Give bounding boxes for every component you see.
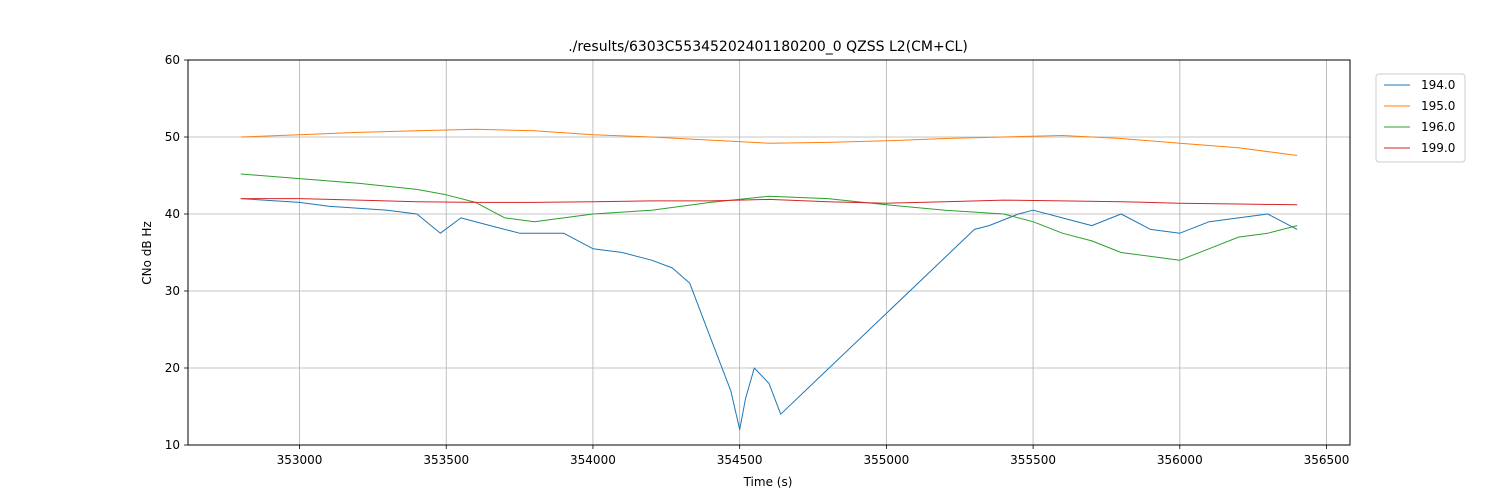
y-axis-label: CNo dB Hz [140, 221, 154, 285]
plot-area-frame [187, 59, 1351, 446]
chart-title: ./results/6303C55345202401180200_0 QZSS … [568, 39, 968, 55]
x-tick-label: 355000 [863, 453, 909, 467]
series-line-195-0 [240, 128, 1298, 156]
x-tick-label: 356000 [1157, 453, 1203, 467]
legend-box [1375, 73, 1466, 163]
series-line-194-0 [240, 198, 1298, 431]
y-tick-label: 10 [165, 438, 180, 452]
x-tick-label: 356500 [1304, 453, 1350, 467]
x-tick-label: 354000 [570, 453, 616, 467]
y-tick-label: 50 [165, 130, 180, 144]
legend-label: 196.0 [1421, 120, 1455, 134]
axis-ticks: 353000 353500 354000 354500 355000 355500 3560… [165, 53, 1350, 467]
series-line-199-0 [240, 198, 1298, 206]
x-axis-label: Time (s) [743, 475, 793, 489]
x-tick-label: 355500 [1010, 453, 1056, 467]
x-tick-label: 354500 [717, 453, 763, 467]
y-tick-label: 20 [165, 361, 180, 375]
x-tick-label: 353500 [423, 453, 469, 467]
y-tick-label: 60 [165, 53, 180, 67]
x-tick-label: 353000 [277, 453, 323, 467]
series-group [240, 128, 1298, 431]
legend-label: 199.0 [1421, 141, 1455, 155]
series-line-196-0 [240, 173, 1298, 261]
legend: 194.0 195.0 196.0 199.0 [1375, 73, 1466, 163]
legend-label: 195.0 [1421, 99, 1455, 113]
legend-label: 194.0 [1421, 78, 1455, 92]
y-tick-label: 30 [165, 284, 180, 298]
y-tick-label: 40 [165, 207, 180, 221]
